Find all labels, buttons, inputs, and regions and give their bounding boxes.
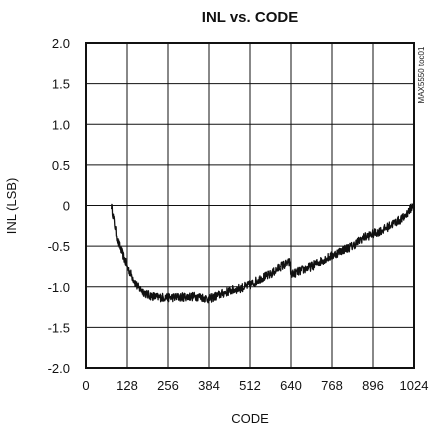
series-point-17	[279, 265, 282, 268]
x-tick-label: 0	[82, 378, 89, 393]
series-point-19	[290, 273, 292, 276]
series-point-6	[167, 296, 169, 299]
series-point-13	[238, 287, 241, 290]
series-point-31	[413, 203, 415, 205]
figure-tag: MAX5550 toc01	[417, 46, 426, 103]
series-point-8	[187, 295, 190, 298]
x-tick-label: 768	[321, 378, 343, 393]
y-tick-label: 2.0	[52, 36, 70, 51]
y-tick-label: 0	[63, 199, 70, 214]
y-tick-label: -0.5	[48, 239, 70, 254]
x-tick-label: 256	[157, 378, 179, 393]
series-point-21	[310, 265, 313, 268]
series-point-11	[218, 294, 221, 296]
series-point-22	[320, 259, 323, 262]
series-point-18	[288, 261, 291, 264]
series-point-4	[146, 294, 149, 296]
y-tick-label: 1.0	[52, 117, 70, 132]
series-point-1	[117, 241, 119, 243]
x-tick-label: 640	[280, 378, 302, 393]
x-tick-label: 128	[116, 378, 138, 393]
chart-title: INL vs. CODE	[202, 9, 298, 26]
series-point-14	[249, 284, 251, 286]
series-point-25	[351, 245, 354, 247]
inl-series-line	[110, 203, 415, 304]
x-tick-labels: 0 128 256 384 512 640 768 896 1024	[82, 378, 428, 393]
series-point-28	[382, 229, 385, 231]
series-point-16	[269, 273, 272, 276]
grid-lines	[86, 43, 414, 368]
series-point-9	[197, 295, 200, 298]
x-tick-label: 896	[362, 378, 384, 393]
y-axis-label: INL (LSB)	[4, 178, 19, 235]
series-point-3	[136, 285, 139, 288]
series-point-12	[228, 290, 231, 292]
series-group	[110, 203, 415, 304]
x-tick-label: 384	[198, 378, 220, 393]
y-tick-labels: 2.0 1.5 1.0 0.5 0 -0.5 -1.0 -1.5 -2.0	[48, 36, 70, 376]
series-point-27	[372, 233, 374, 235]
y-tick-label: -2.0	[48, 361, 70, 376]
series-point-30	[402, 216, 405, 219]
x-tick-label: 512	[239, 378, 261, 393]
series-point-15	[259, 277, 262, 280]
x-axis-label: CODE	[231, 411, 269, 426]
series-point-26	[361, 237, 364, 239]
series-point-23	[331, 255, 333, 257]
series-point-29	[392, 222, 395, 225]
series-point-0	[110, 204, 113, 207]
series-point-2	[126, 265, 128, 268]
y-tick-label: 0.5	[52, 158, 70, 173]
series-point-5	[156, 296, 159, 299]
series-point-20	[300, 269, 303, 272]
y-tick-label: 1.5	[52, 77, 70, 92]
y-tick-label: -1.5	[48, 320, 70, 335]
series-point-10	[208, 298, 210, 300]
series-point-7	[177, 296, 180, 299]
x-tick-label: 1024	[400, 378, 429, 393]
series-point-24	[341, 249, 344, 251]
y-tick-label: -1.0	[48, 280, 70, 295]
